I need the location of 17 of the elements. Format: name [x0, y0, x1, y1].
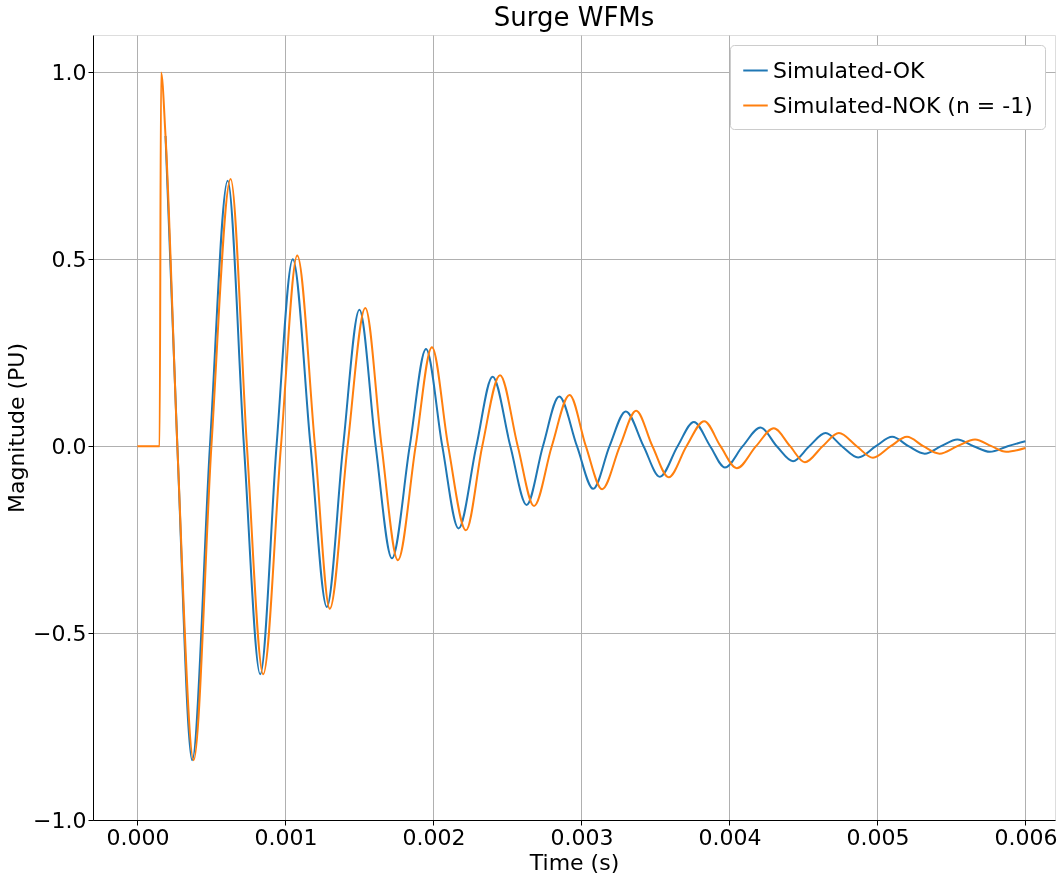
- chart-title: Surge WFMs: [493, 2, 655, 32]
- y-tick-label: −0.5: [33, 620, 87, 646]
- x-tick-label: 0.002: [402, 824, 466, 850]
- legend-label: Simulated-OK: [773, 57, 926, 83]
- y-tick-label: −1.0: [33, 807, 87, 833]
- x-tick-label: 0.004: [698, 824, 762, 850]
- legend-label: Simulated-NOK (n = -1): [773, 92, 1033, 118]
- y-axis-title: Magnitude (PU): [4, 342, 30, 514]
- x-axis-title: Time (s): [528, 849, 620, 875]
- y-tick-label: 0.5: [51, 246, 87, 272]
- x-tick-label: 0.000: [106, 824, 170, 850]
- x-tick-label: 0.006: [994, 824, 1058, 850]
- x-tick-label: 0.001: [254, 824, 318, 850]
- y-tick-label: 0.0: [51, 433, 87, 459]
- y-tick-label: 1.0: [51, 59, 87, 85]
- x-tick-label: 0.003: [550, 824, 614, 850]
- x-tick-label: 0.005: [846, 824, 910, 850]
